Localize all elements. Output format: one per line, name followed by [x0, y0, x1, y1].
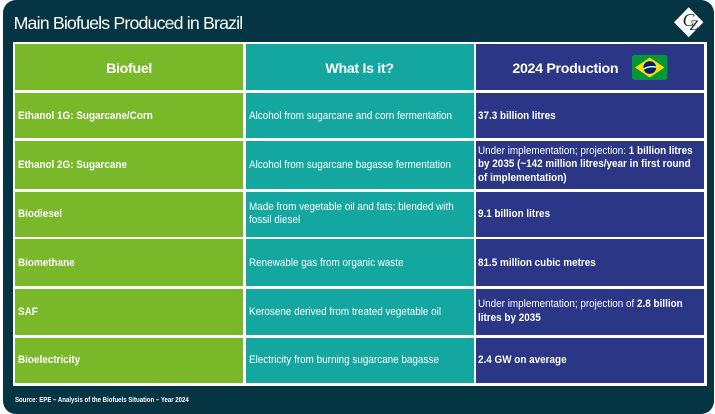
svg-text:C: C [683, 10, 695, 30]
svg-text:Z: Z [690, 18, 699, 34]
